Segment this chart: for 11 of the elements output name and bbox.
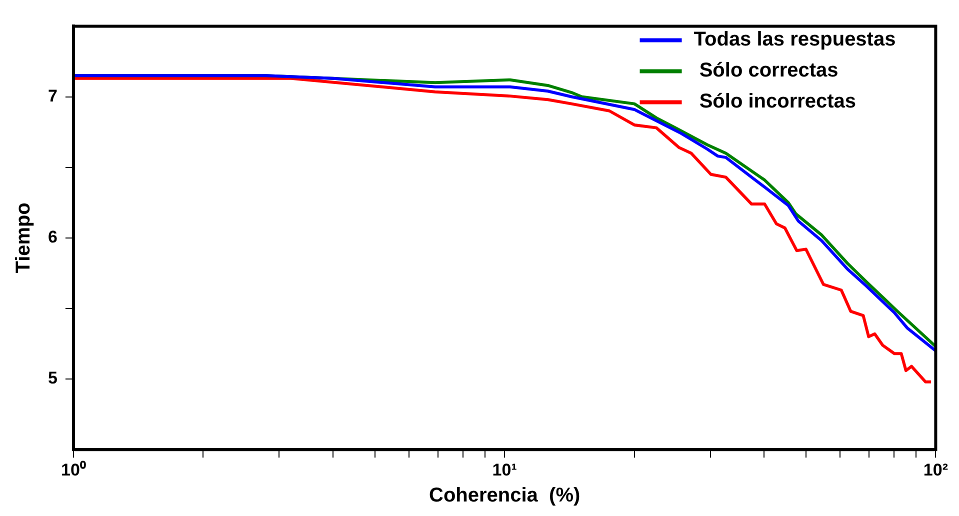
y-tick-label: 5	[48, 368, 58, 388]
x-tick-label: 10¹	[492, 460, 518, 480]
y-tick-label: 6	[48, 228, 58, 247]
x-axis-title: Coherencia (%)	[429, 484, 580, 507]
x-tick-label: 10²	[923, 460, 948, 480]
y-tick-label: 7	[48, 86, 58, 106]
legend-label: Todas las respuestas	[694, 28, 896, 51]
y-axis-title: Tiempo	[12, 202, 35, 274]
x-tick-label: 10⁰	[60, 460, 86, 480]
legend-label: Sólo correctas	[694, 60, 838, 82]
legend-label: Sólo incorrectas	[694, 90, 856, 113]
